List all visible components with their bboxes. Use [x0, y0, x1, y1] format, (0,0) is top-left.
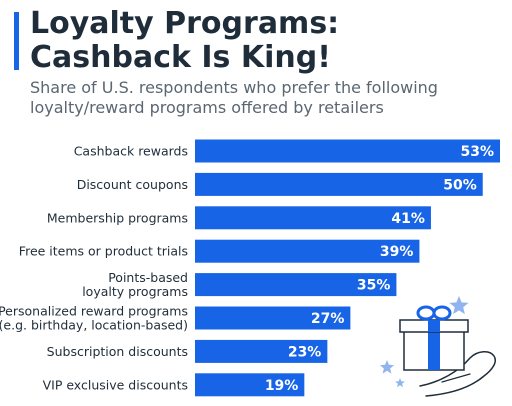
- chart-subtitle: Share of U.S. respondents who prefer the…: [30, 78, 438, 117]
- star-icon: [395, 378, 405, 388]
- category-label: Membership programs: [47, 210, 188, 225]
- bar-value-label: 53%: [460, 144, 494, 160]
- bar: [195, 206, 431, 230]
- chart-title: Loyalty Programs: Cashback Is King!: [30, 7, 339, 75]
- star-icon: [449, 296, 469, 315]
- gift-box-icon: [399, 305, 469, 371]
- bar-value-label: 27%: [311, 311, 345, 327]
- bar-value-label: 41%: [391, 211, 425, 227]
- bar-value-label: 35%: [357, 278, 391, 294]
- star-icon: [379, 360, 395, 374]
- bar: [195, 273, 397, 297]
- category-label: VIP exclusive discounts: [43, 377, 188, 392]
- title-line-2: Cashback Is King!: [30, 40, 331, 75]
- bar-value-label: 50%: [443, 177, 477, 193]
- category-label: Discount coupons: [77, 177, 188, 192]
- bar: [195, 306, 351, 330]
- gift-illustration: [379, 296, 496, 397]
- category-label: Cashback rewards: [74, 144, 188, 159]
- bar: [195, 139, 500, 163]
- bars-layer: 53% Cashback rewards 50% Discount coupons 41…: [0, 139, 500, 397]
- bar: [195, 373, 305, 397]
- bar-value-label: 39%: [380, 244, 414, 260]
- bar: [195, 339, 328, 363]
- bar-value-label: 19%: [265, 378, 299, 394]
- category-label: Points-based loyalty programs: [82, 270, 188, 299]
- title-accent-bar: [14, 12, 19, 70]
- title-line-1: Loyalty Programs:: [30, 6, 340, 41]
- bar: [195, 239, 420, 263]
- hand-finger-line: [441, 373, 471, 383]
- bar-value-label: 23%: [288, 344, 322, 360]
- category-label: Subscription discounts: [47, 344, 188, 359]
- bar: [195, 172, 483, 196]
- category-label: Free items or product trials: [19, 244, 188, 259]
- category-label: Personalized reward programs (e.g. birthd…: [0, 304, 188, 333]
